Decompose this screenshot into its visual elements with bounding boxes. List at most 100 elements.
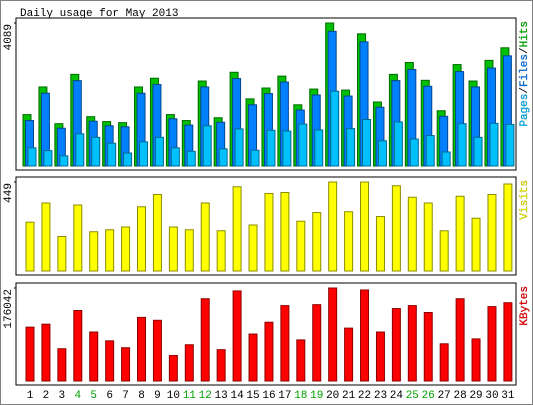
x-tick-label: 21 xyxy=(342,390,356,402)
bar xyxy=(139,141,149,167)
bar xyxy=(25,221,35,272)
x-tick-label: 18 xyxy=(294,390,307,402)
bar xyxy=(25,326,35,382)
bar xyxy=(312,212,322,272)
bar xyxy=(409,138,419,167)
legend: Pages/Files/Hits xyxy=(519,21,531,127)
bar xyxy=(121,347,131,382)
bar xyxy=(393,121,403,167)
x-tick-label: 27 xyxy=(438,390,451,402)
x-tick-label: 11 xyxy=(183,390,197,402)
bar xyxy=(314,129,324,167)
legend-separator: / xyxy=(519,47,531,54)
bar xyxy=(202,125,212,167)
bar xyxy=(264,192,274,272)
bar xyxy=(296,220,306,272)
bar xyxy=(59,155,69,167)
x-tick-label: 5 xyxy=(90,390,97,402)
bar xyxy=(407,196,417,272)
bar xyxy=(43,150,53,167)
bar xyxy=(487,193,497,272)
bar xyxy=(107,142,117,167)
bar xyxy=(423,311,433,382)
legend: KBytes xyxy=(519,286,531,326)
bar xyxy=(503,183,513,272)
x-tick-label: 9 xyxy=(154,390,161,402)
bar xyxy=(73,204,83,272)
x-tick-label: 3 xyxy=(59,390,66,402)
y-tick-label: 4089 xyxy=(3,24,15,50)
bar xyxy=(41,202,51,272)
bar xyxy=(168,226,178,272)
bar xyxy=(121,226,131,272)
bar xyxy=(154,136,164,167)
bar xyxy=(505,123,515,167)
x-tick-label: 24 xyxy=(390,390,404,402)
chart-title: Daily usage for May 2013 xyxy=(20,8,178,20)
legend-entry: Files xyxy=(519,54,531,87)
bar xyxy=(264,321,274,382)
bar xyxy=(391,308,401,382)
bar xyxy=(439,230,449,272)
x-tick-label: 31 xyxy=(501,390,515,402)
bar xyxy=(75,133,85,167)
bar xyxy=(200,298,210,382)
bar xyxy=(200,202,210,272)
x-tick-label: 17 xyxy=(278,390,291,402)
bar xyxy=(41,323,51,382)
bar xyxy=(184,229,194,272)
bar xyxy=(57,348,67,382)
bar xyxy=(280,192,290,272)
bar xyxy=(280,305,290,382)
bar xyxy=(266,129,276,167)
x-tick-label: 19 xyxy=(310,390,323,402)
bar xyxy=(57,236,67,272)
bar xyxy=(168,355,178,382)
bar xyxy=(216,230,226,272)
x-tick-label: 7 xyxy=(122,390,129,402)
bar xyxy=(248,224,258,272)
bar xyxy=(423,202,433,272)
legend-entry: Visits xyxy=(519,180,531,220)
bar xyxy=(473,136,483,167)
y-tick-label: 176042 xyxy=(3,289,15,329)
bar xyxy=(344,211,354,272)
x-tick-label: 12 xyxy=(199,390,212,402)
x-tick-label: 25 xyxy=(406,390,419,402)
panel xyxy=(15,176,517,276)
x-tick-label: 6 xyxy=(106,390,113,402)
panel xyxy=(15,282,517,386)
bar xyxy=(328,181,338,272)
bar xyxy=(248,333,258,382)
bar xyxy=(346,128,356,167)
bar xyxy=(489,122,499,167)
bar xyxy=(375,331,385,382)
y-tick-label: 449 xyxy=(3,183,15,203)
x-tick-label: 28 xyxy=(454,390,467,402)
bar xyxy=(375,215,385,272)
bar xyxy=(296,339,306,382)
bar xyxy=(170,147,180,167)
bar xyxy=(407,305,417,382)
panel xyxy=(15,17,517,171)
x-tick-label: 26 xyxy=(422,390,435,402)
bar xyxy=(471,338,481,382)
bar xyxy=(344,327,354,382)
legend-entry: Pages xyxy=(519,94,531,127)
bar xyxy=(471,217,481,272)
x-tick-label: 29 xyxy=(469,390,482,402)
bar xyxy=(457,123,467,167)
bar xyxy=(232,290,242,382)
bar xyxy=(282,130,292,167)
x-tick-label: 8 xyxy=(138,390,145,402)
x-tick-label: 23 xyxy=(374,390,387,402)
bar xyxy=(377,140,387,167)
bar xyxy=(105,340,115,382)
bar xyxy=(89,331,99,382)
bar xyxy=(362,118,372,167)
x-tick-label: 22 xyxy=(358,390,371,402)
bar xyxy=(425,135,435,167)
bar xyxy=(330,90,340,167)
